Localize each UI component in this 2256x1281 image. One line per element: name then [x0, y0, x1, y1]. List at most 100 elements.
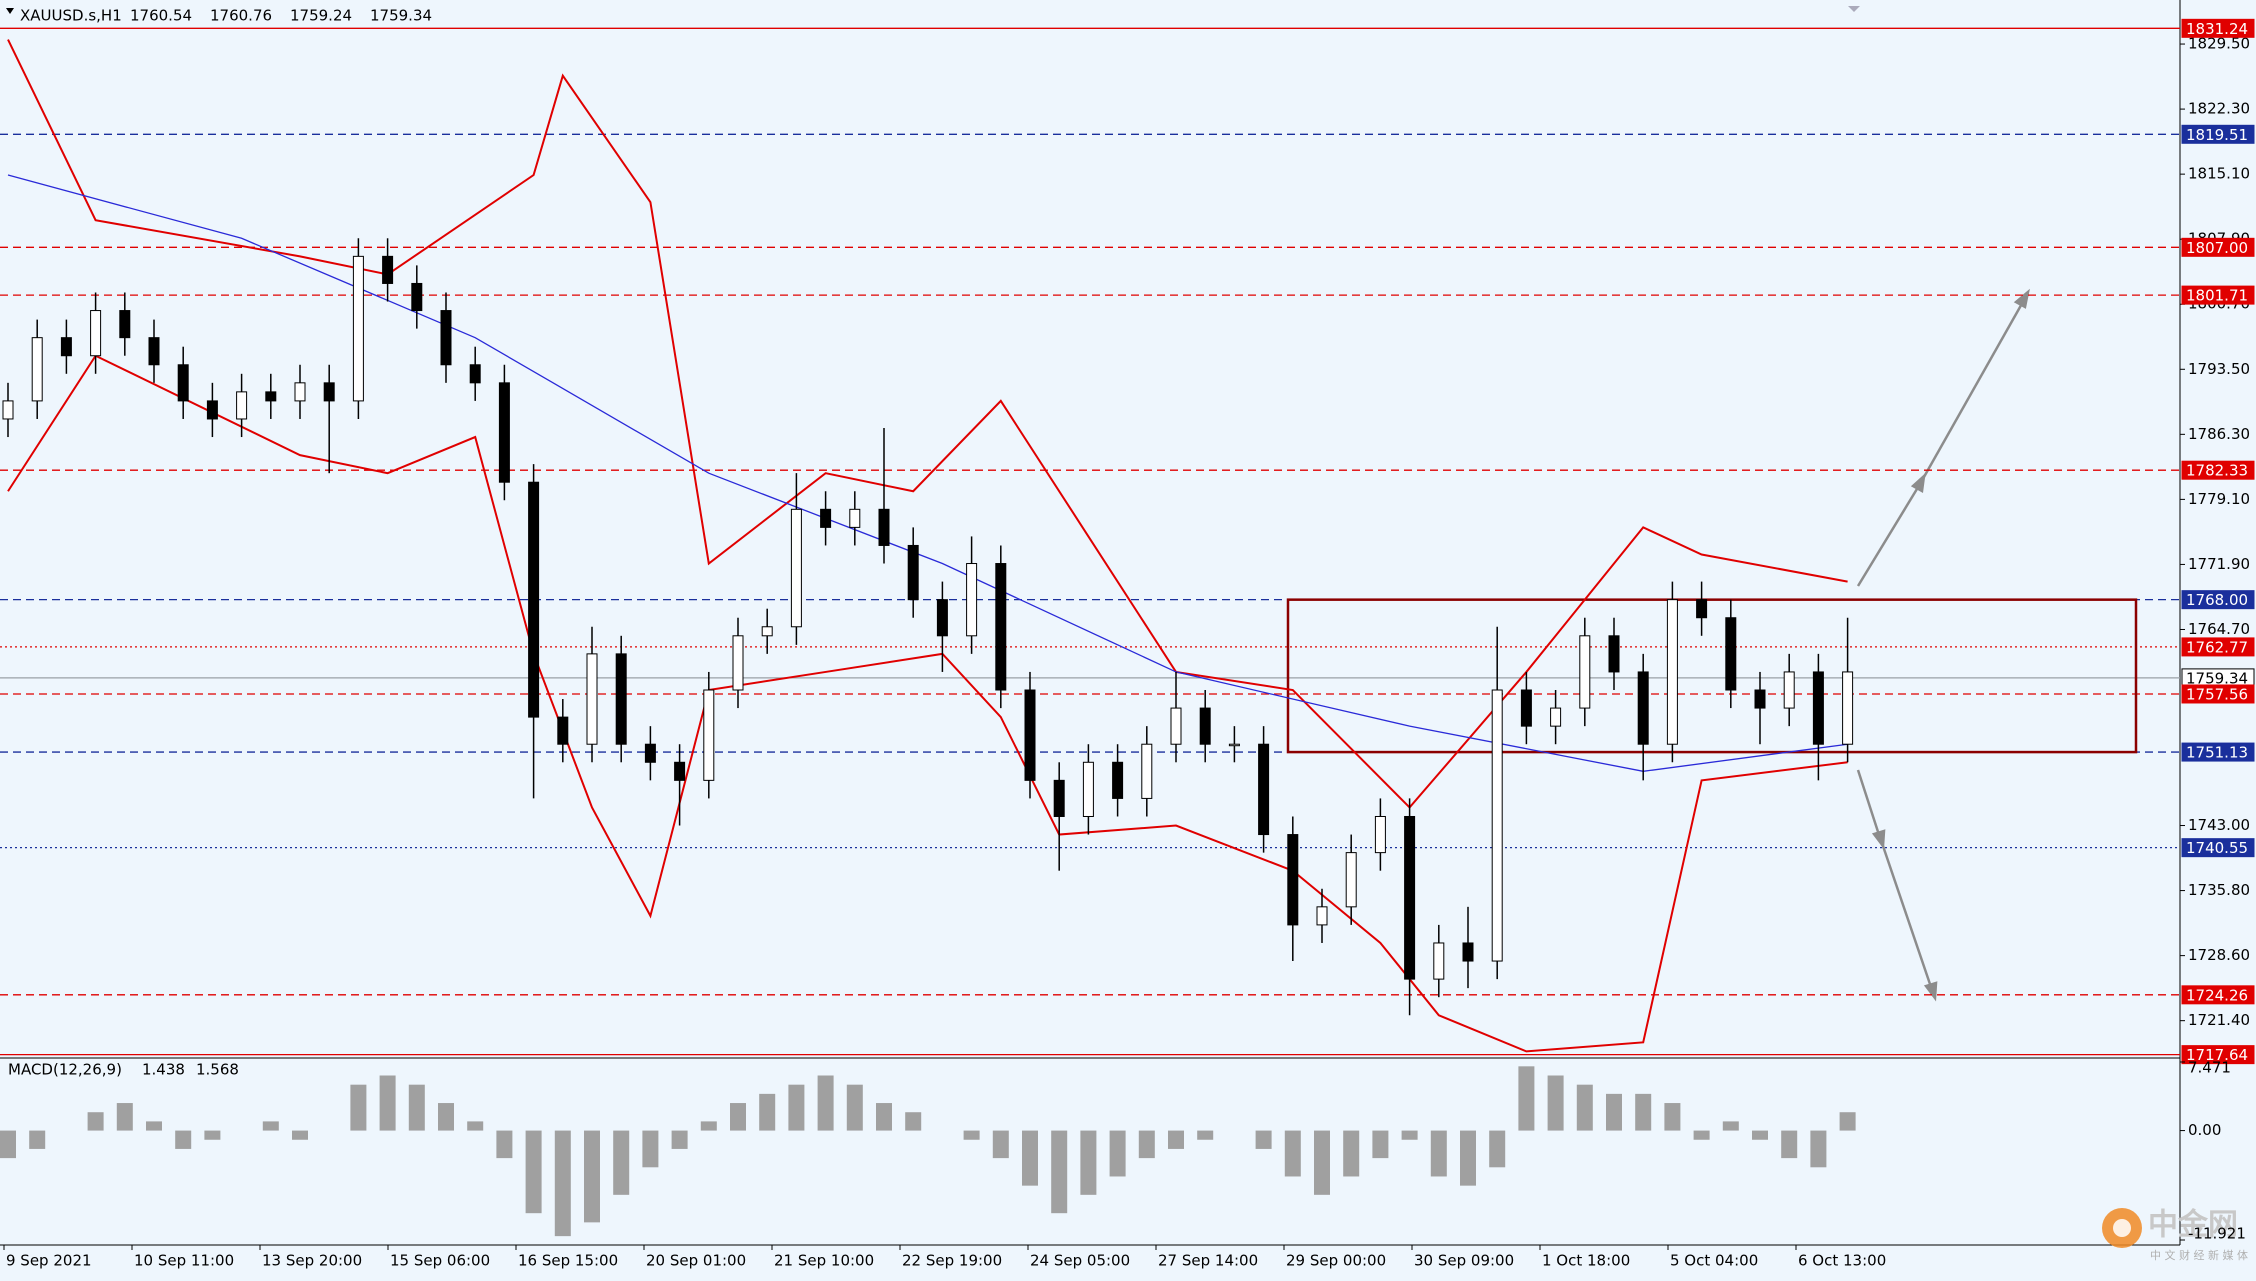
- macd-bar: [1401, 1130, 1418, 1140]
- candle-body: [557, 716, 569, 745]
- macd-bar: [1343, 1130, 1360, 1177]
- menu-arrow[interactable]: [6, 8, 14, 14]
- candle-body: [440, 310, 452, 366]
- macd-bar: [262, 1121, 279, 1131]
- watermark-logo-inner: [2113, 1219, 2131, 1237]
- candle-body: [907, 544, 919, 601]
- candle-body: [323, 382, 335, 402]
- candle-body: [265, 391, 277, 402]
- candle-body: [31, 337, 43, 402]
- macd-bar: [350, 1084, 367, 1131]
- level-label-box: [2181, 590, 2255, 610]
- macd-bar: [1489, 1130, 1506, 1168]
- level-label: 1819.51: [2186, 126, 2248, 144]
- macd-bar: [759, 1093, 776, 1131]
- level-label: 1762.77: [2186, 638, 2248, 656]
- macd-bar: [876, 1103, 892, 1131]
- candle-body: [1170, 707, 1182, 745]
- candle-body: [1345, 852, 1357, 908]
- symbol: XAUUSD.s,H1: [20, 7, 122, 25]
- candle-body: [1112, 761, 1124, 799]
- macd-bar: [1168, 1130, 1184, 1149]
- shift-marker: [1848, 6, 1860, 12]
- macd-bar: [1051, 1130, 1068, 1214]
- header-price: 1760.76: [210, 7, 272, 25]
- macd-bar: [0, 1130, 16, 1159]
- level-label-box: [2181, 237, 2255, 257]
- y-tick-label: 1771.90: [2188, 555, 2250, 573]
- macd-bar: [1810, 1130, 1827, 1168]
- candle-body: [382, 255, 394, 284]
- macd-bar: [1080, 1130, 1097, 1195]
- y-tick-label: 1779.10: [2188, 490, 2250, 508]
- macd-bar: [292, 1130, 308, 1140]
- candle-body: [2, 400, 14, 420]
- x-tick-label: 6 Oct 13:00: [1798, 1252, 1886, 1270]
- y-tick-label: 1728.60: [2188, 946, 2250, 964]
- level-label-box: [2181, 124, 2255, 144]
- candle-body: [1783, 671, 1795, 709]
- level-label-box: [2181, 742, 2255, 762]
- macd-bar: [1722, 1121, 1739, 1131]
- macd-bar: [671, 1130, 688, 1149]
- watermark: 中金网 中 文 财 经 新 媒 体: [2102, 1208, 2248, 1262]
- macd-bar: [1635, 1093, 1652, 1131]
- level-label: 1724.26: [2186, 986, 2248, 1004]
- y-tick-label: 1743.00: [2188, 816, 2250, 834]
- level-label-box: [2181, 838, 2255, 858]
- candle-body: [411, 282, 423, 312]
- candle-body: [1258, 743, 1270, 836]
- candle-body: [1287, 834, 1299, 926]
- level-label: 1831.24: [2186, 20, 2248, 38]
- candle-body: [674, 761, 686, 781]
- y-tick-label: 1735.80: [2188, 881, 2250, 899]
- x-tick-label: 15 Sep 06:00: [390, 1252, 490, 1270]
- candle-body: [236, 391, 248, 420]
- candle-body: [1053, 779, 1065, 817]
- forecast-arrows: [1856, 288, 2030, 1002]
- macd-bar: [905, 1112, 922, 1131]
- candle-body: [1754, 689, 1766, 709]
- x-tick-label: 27 Sep 14:00: [1158, 1252, 1258, 1270]
- candle-body: [1812, 671, 1824, 745]
- macd-bar: [1460, 1130, 1476, 1186]
- macd-bar: [408, 1084, 425, 1131]
- level-label: 1768.00: [2186, 591, 2248, 609]
- macd-bar: [1693, 1130, 1710, 1140]
- x-tick-label: 20 Sep 01:00: [646, 1252, 746, 1270]
- y-tick-label: 1829.50: [2188, 35, 2250, 53]
- level-label-box: [2181, 684, 2255, 704]
- header-price: 1760.54: [130, 7, 192, 25]
- candle-body: [586, 653, 598, 745]
- macd-bar: [1197, 1130, 1214, 1140]
- candle-body: [820, 508, 832, 528]
- x-tick-label: 1 Oct 18:00: [1542, 1252, 1630, 1270]
- macd-bar: [1839, 1112, 1856, 1131]
- macd-tick-label: -11.921: [2188, 1225, 2246, 1243]
- candle-body: [1141, 743, 1153, 799]
- macd-bar: [963, 1130, 980, 1140]
- macd-bar: [29, 1130, 46, 1149]
- macd-bar: [613, 1130, 630, 1195]
- macd-bar: [1781, 1130, 1798, 1159]
- y-tick-label: 1721.40: [2188, 1011, 2250, 1029]
- x-tick-label: 30 Sep 09:00: [1414, 1252, 1514, 1270]
- candle-body: [60, 337, 72, 357]
- candle-body: [1696, 599, 1708, 619]
- macd-tick-label: 0.00: [2188, 1121, 2221, 1139]
- candle-body: [469, 364, 481, 384]
- level-label: 1717.64: [2186, 1046, 2248, 1064]
- level-label-box: [2181, 460, 2255, 480]
- macd-bar: [204, 1130, 221, 1140]
- macd-bar: [846, 1084, 863, 1131]
- macd-bar: [1576, 1084, 1593, 1131]
- macd-bar: [379, 1075, 396, 1131]
- candle-body: [294, 382, 306, 402]
- candle-body: [790, 508, 802, 628]
- candle-body: [1228, 743, 1240, 747]
- y-tick-label: 1786.30: [2188, 425, 2250, 443]
- candle-body: [732, 635, 744, 691]
- x-tick-label: 13 Sep 20:00: [262, 1252, 362, 1270]
